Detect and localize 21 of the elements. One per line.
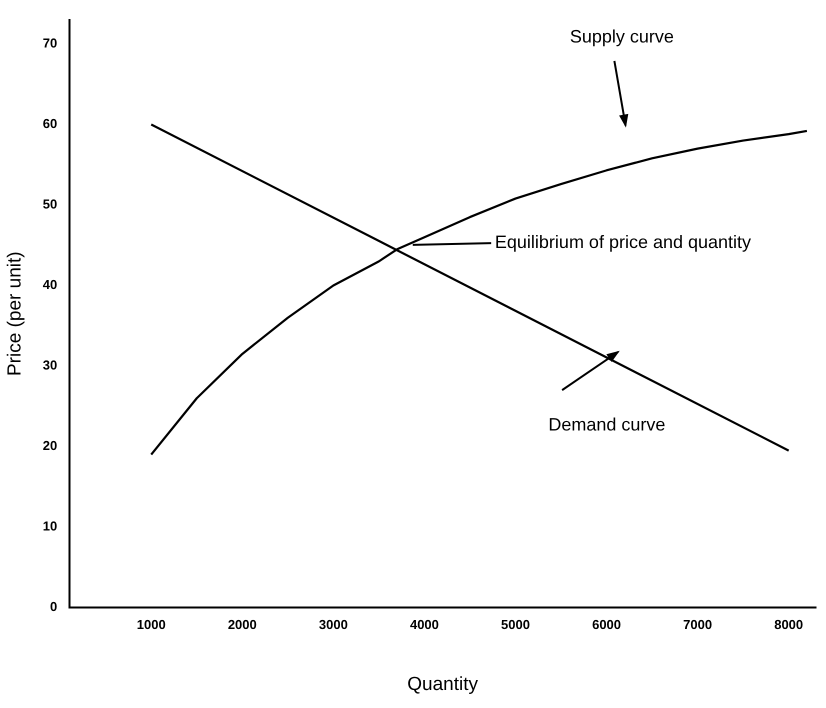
y-tick-label: 20 [42, 438, 58, 454]
x-tick-label: 3000 [318, 616, 348, 632]
y-tick-label: 0 [50, 599, 58, 614]
x-tick-label: 4000 [410, 616, 439, 632]
y-tick-label: 40 [42, 277, 58, 292]
y-tick-label: 70 [42, 36, 58, 51]
x-tick-label: 7000 [683, 616, 712, 632]
annotation: Supply curve [570, 26, 674, 46]
y-tick-label: 10 [42, 518, 58, 534]
annotation: Demand curve [548, 414, 666, 434]
x-tick-label: 1000 [136, 616, 166, 632]
annotation: Equilibrium of price and quantity [494, 232, 752, 252]
x-tick-label: 8000 [774, 616, 804, 632]
y-tick-label: 60 [42, 116, 58, 132]
y-tick-label: 50 [42, 196, 58, 212]
y-tick-label: 30 [42, 358, 58, 373]
x-tick-label: 6000 [592, 616, 622, 632]
x-axis-title: Quantity [407, 674, 479, 695]
x-tick-label: 2000 [228, 616, 257, 632]
y-axis-title: Price (per unit) [4, 251, 26, 376]
x-tick-label: 5000 [501, 616, 530, 632]
